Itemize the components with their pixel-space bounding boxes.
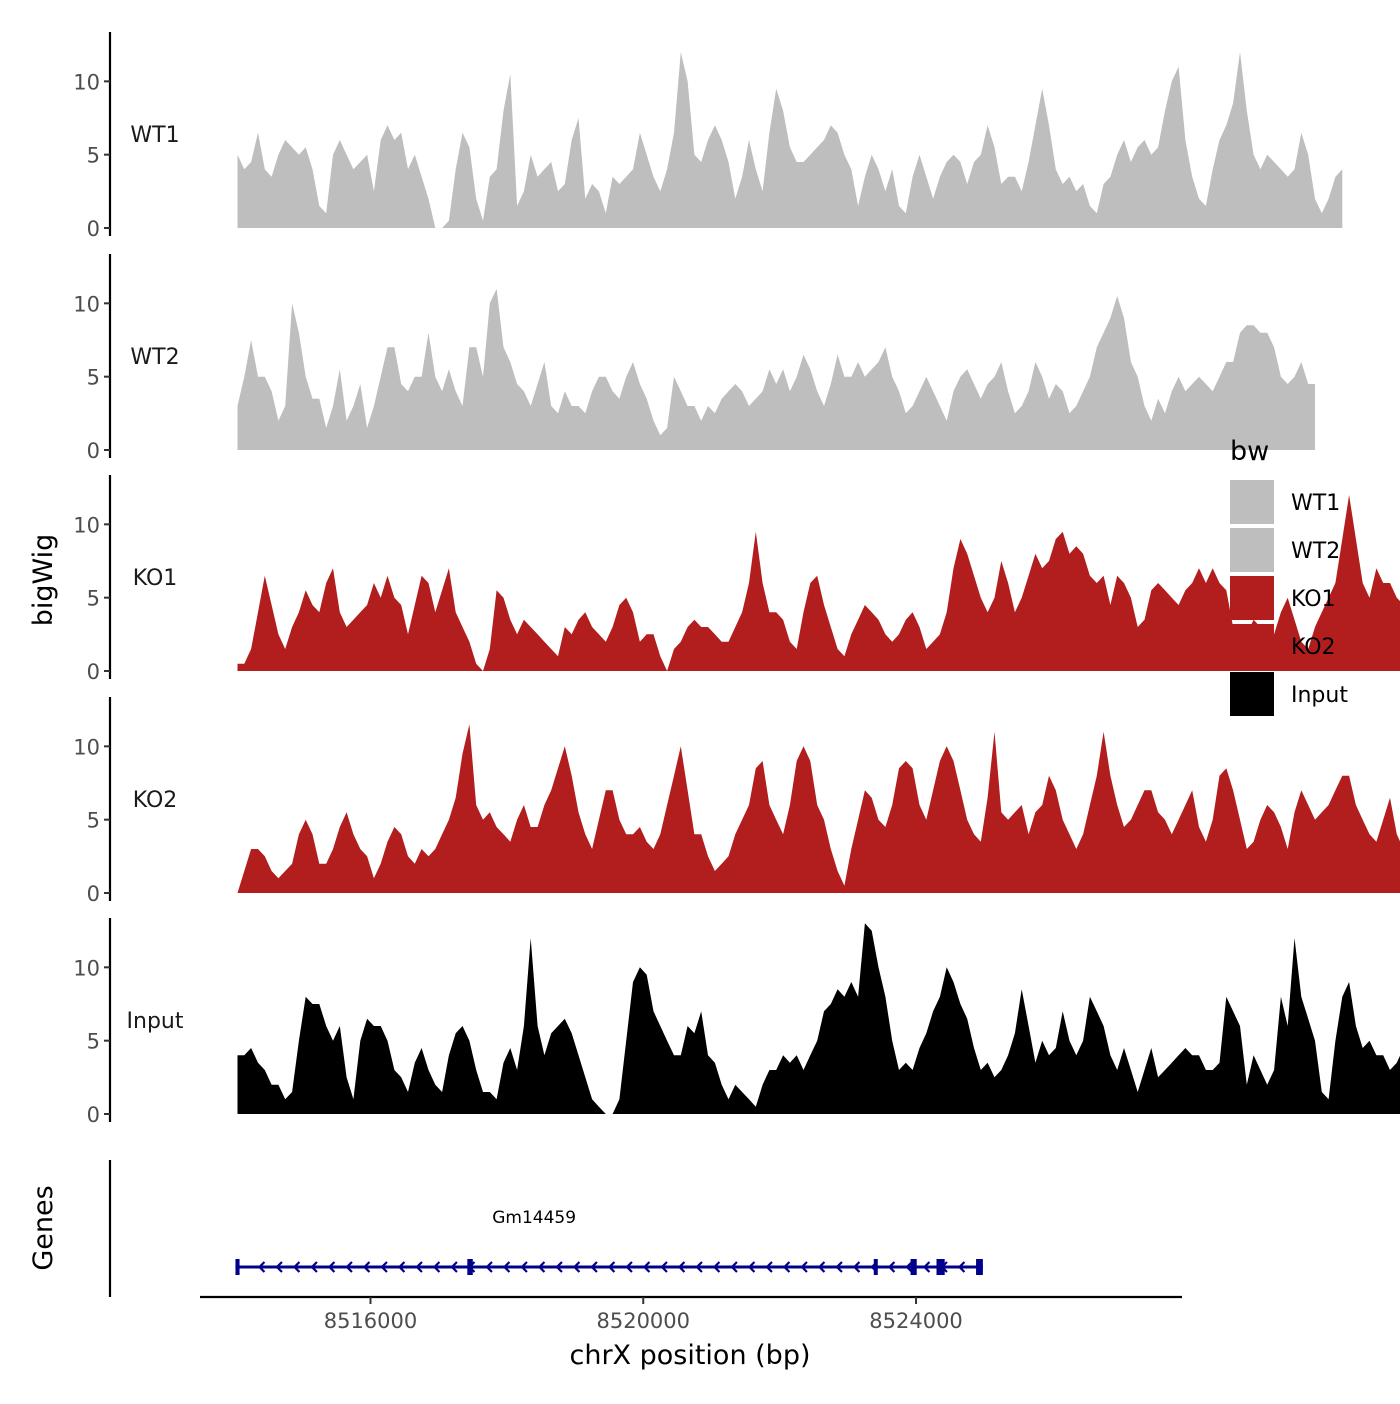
track-wt2: 0 5 10 WT2 xyxy=(73,254,1315,463)
track-label-input: Input xyxy=(127,1009,184,1034)
y-tick-label: 5 xyxy=(87,1030,100,1054)
coverage-area-input xyxy=(238,923,1400,1114)
y-tick-label: 10 xyxy=(73,70,100,94)
legend-key-ko1 xyxy=(1230,576,1274,620)
legend-label-wt1: WT1 xyxy=(1291,491,1340,516)
track-ko2: 0 5 10 KO2 xyxy=(73,697,1400,906)
y-tick-label: 10 xyxy=(73,292,100,316)
genes-track-title: Genes xyxy=(28,1185,59,1270)
coverage-area-wt1 xyxy=(238,52,1343,228)
y-tick-label: 0 xyxy=(87,217,100,241)
y-tick-label: 5 xyxy=(87,144,100,168)
x-axis-title: chrX position (bp) xyxy=(569,1340,810,1371)
x-tick-label: 8516000 xyxy=(324,1309,418,1333)
coverage-area-ko1 xyxy=(238,495,1400,671)
legend-key-wt2 xyxy=(1230,528,1274,572)
track-ko1: 0 5 10 KO1 xyxy=(73,475,1400,684)
exon-block xyxy=(911,1259,917,1275)
legend-label-wt2: WT2 xyxy=(1291,539,1340,564)
legend-key-ko2 xyxy=(1230,624,1274,668)
coverage-area-ko2 xyxy=(238,724,1400,893)
track-label-wt2: WT2 xyxy=(130,345,179,370)
x-axis: 8516000 8520000 8524000 xyxy=(200,1297,1182,1333)
track-input: 0 5 10 Input xyxy=(73,918,1400,1127)
track-label-ko1: KO1 xyxy=(133,566,178,591)
legend-label-input: Input xyxy=(1291,683,1348,708)
legend-label-ko2: KO2 xyxy=(1291,635,1336,660)
legend-key-input xyxy=(1230,672,1274,716)
exon-block xyxy=(874,1259,878,1275)
coverage-area-wt2 xyxy=(238,289,1316,450)
y-tick-label: 10 xyxy=(73,513,100,537)
y-tick-label: 0 xyxy=(87,660,100,684)
y-tick-label: 0 xyxy=(87,439,100,463)
genes-track: Genes Gm14459 xyxy=(28,1160,983,1297)
gene-name-label: Gm14459 xyxy=(492,1208,576,1228)
exon-block xyxy=(235,1259,239,1275)
y-tick-label: 5 xyxy=(87,366,100,390)
y-tick-label: 5 xyxy=(87,587,100,611)
x-tick-label: 8524000 xyxy=(869,1309,963,1333)
legend-key-wt1 xyxy=(1230,480,1274,524)
coverage-tracks: 0 5 10 WT1 0 5 10 WT2 0 5 10 KO1 0 5 10 KO2 0 5 10 Input xyxy=(73,32,1400,1127)
legend-title: bw xyxy=(1230,436,1269,467)
y-tick-label: 0 xyxy=(87,882,100,906)
x-tick-label: 8520000 xyxy=(596,1309,690,1333)
y-axis-title: bigWig xyxy=(28,534,59,627)
y-tick-label: 5 xyxy=(87,809,100,833)
y-tick-label: 0 xyxy=(87,1103,100,1127)
y-tick-label: 10 xyxy=(73,735,100,759)
track-label-ko2: KO2 xyxy=(133,788,178,813)
exon-block xyxy=(937,1259,945,1275)
track-wt1: 0 5 10 WT1 xyxy=(73,32,1342,241)
legend-label-ko1: KO1 xyxy=(1291,587,1336,612)
exon-block xyxy=(976,1259,983,1275)
track-label-wt1: WT1 xyxy=(130,123,179,148)
exon-block xyxy=(467,1259,472,1275)
legend: bw WT1 WT2 KO1 KO2 Input xyxy=(1230,436,1348,716)
y-tick-label: 10 xyxy=(73,956,100,980)
